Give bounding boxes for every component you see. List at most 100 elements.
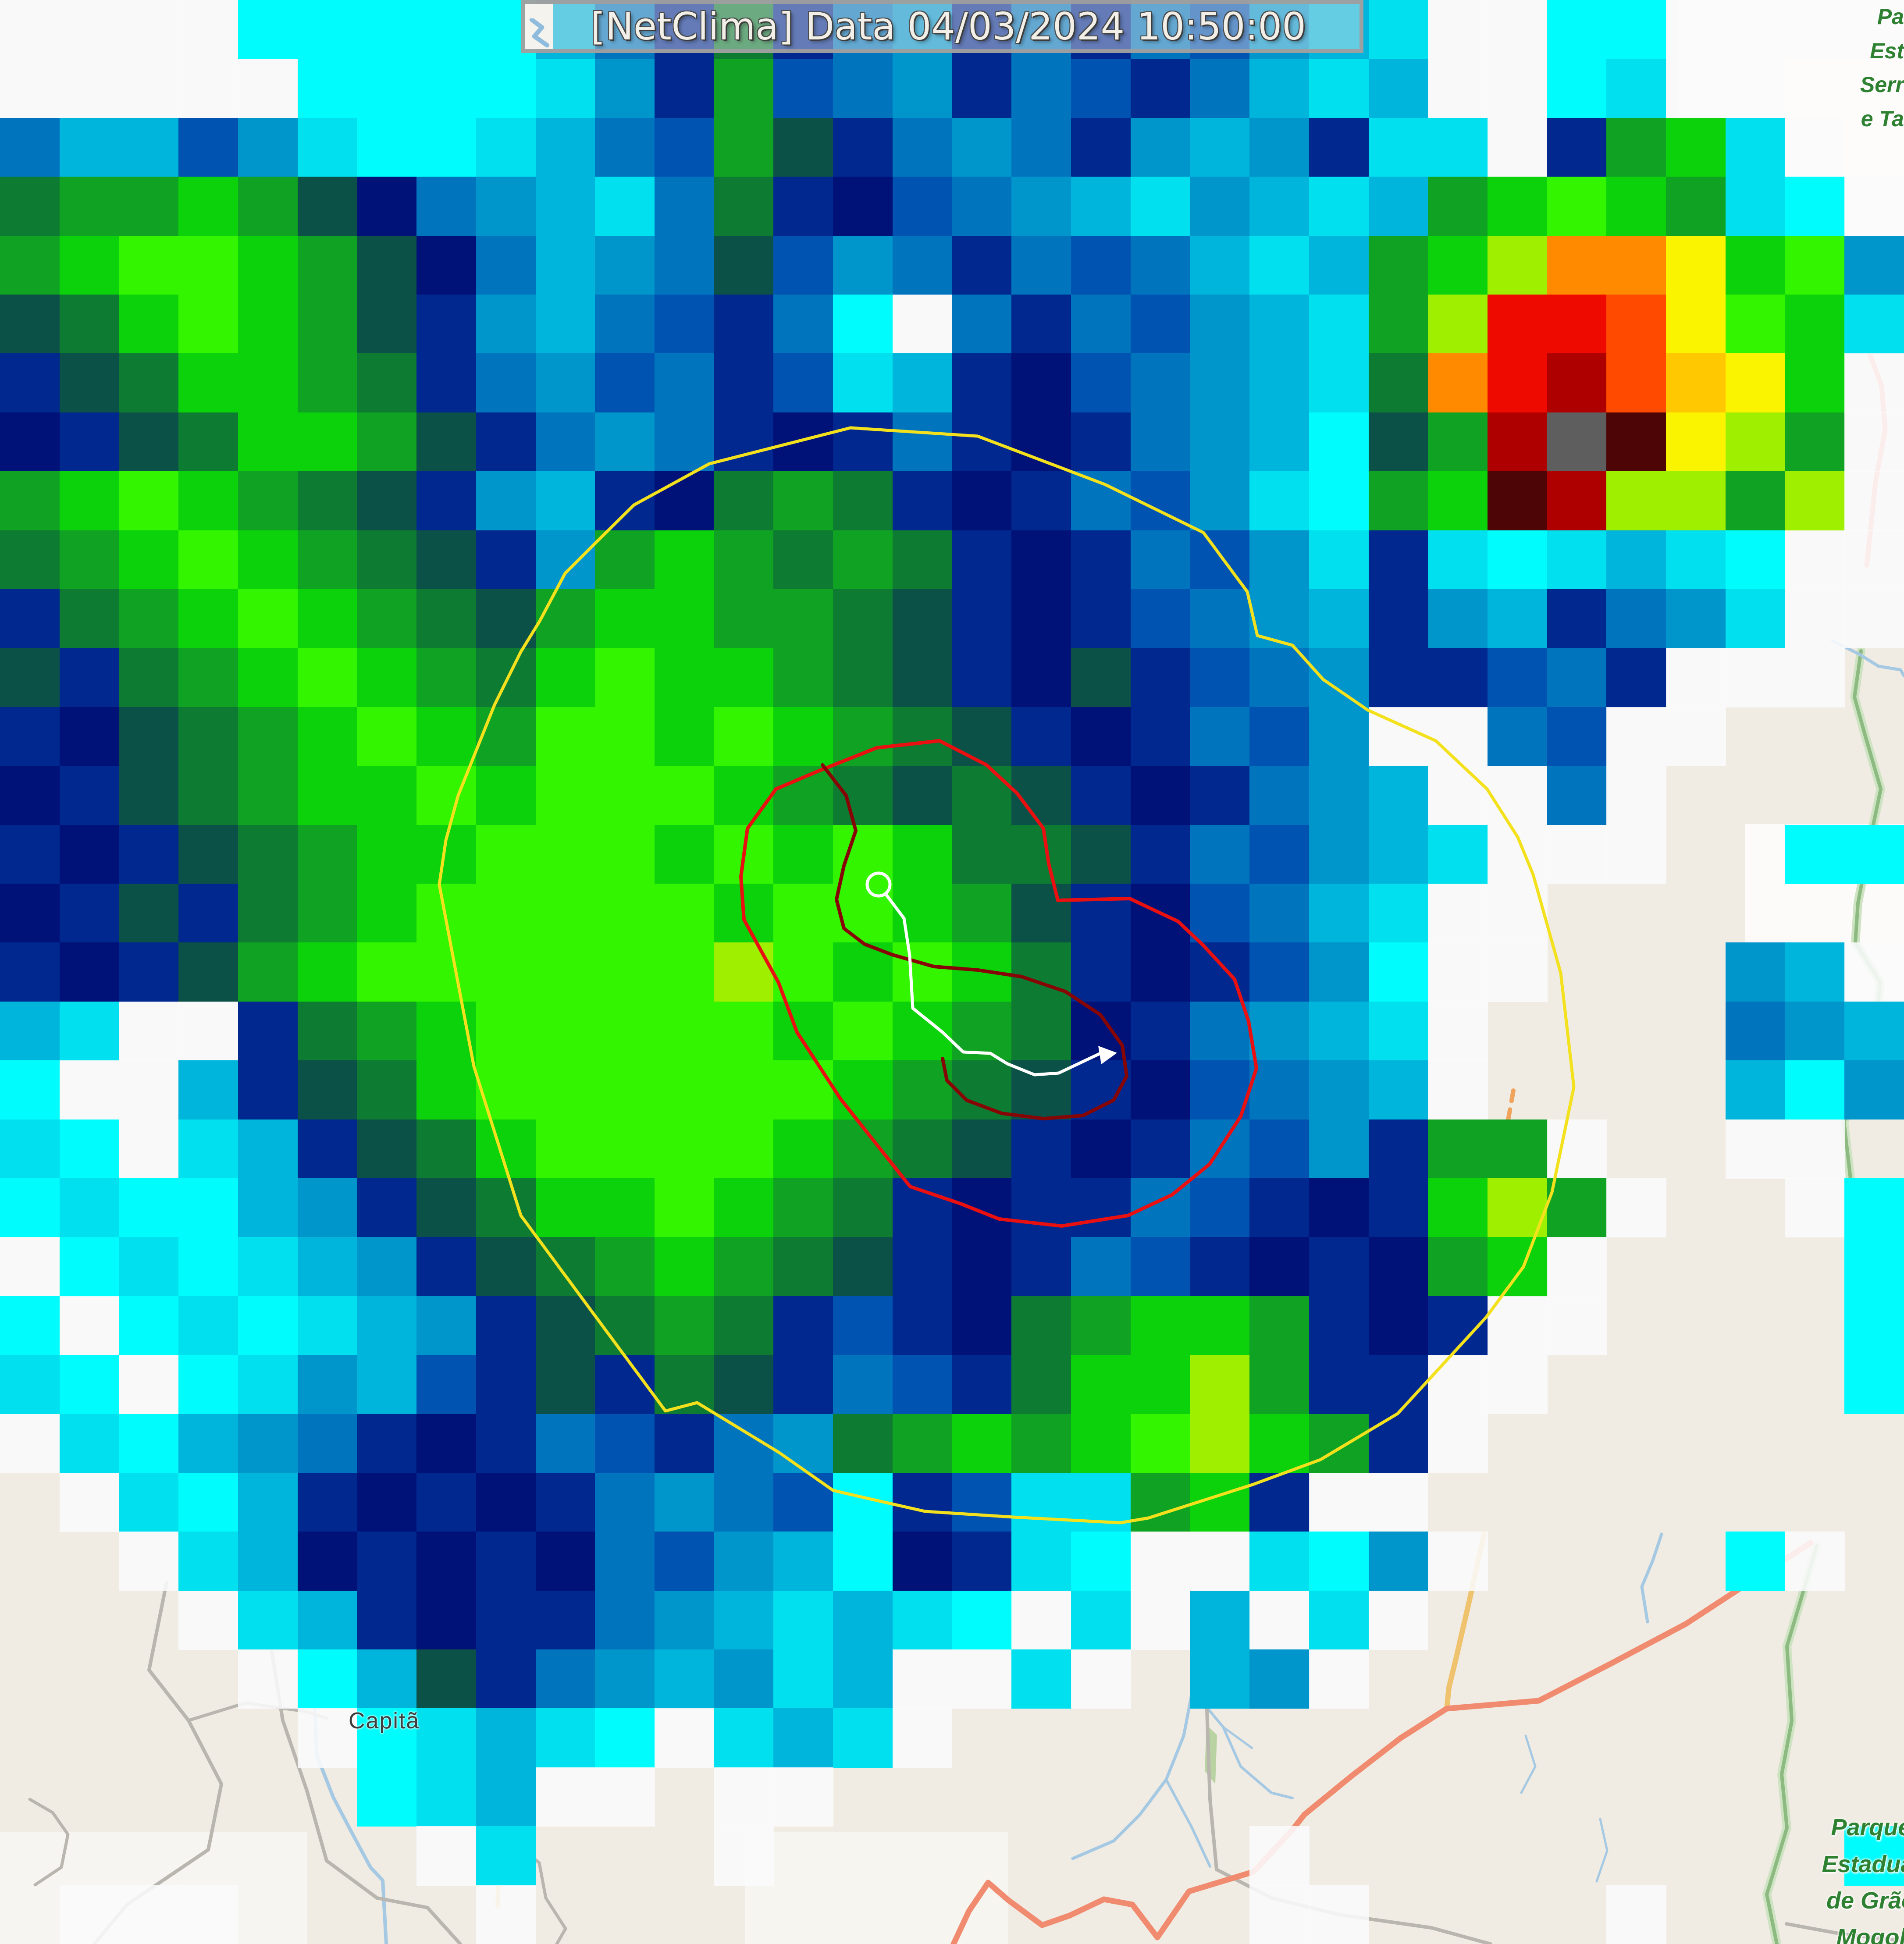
radar-cell	[0, 1060, 60, 1120]
radar-cell	[1547, 825, 1607, 884]
radar-cell	[892, 1001, 953, 1061]
radar-cell	[1011, 117, 1071, 178]
radar-cell	[1785, 1060, 1845, 1120]
radar-cell	[773, 1119, 833, 1179]
radar-cell	[1547, 1237, 1607, 1297]
radar-cell	[714, 1590, 774, 1650]
radar-cell	[119, 412, 179, 472]
radar-cell	[1547, 707, 1607, 767]
radar-cell	[833, 766, 893, 825]
radar-cell	[1428, 1119, 1488, 1179]
radar-cell	[1309, 59, 1369, 118]
radar-cell	[1190, 942, 1250, 1002]
radar-cell	[595, 942, 655, 1002]
radar-cell	[476, 1885, 536, 1944]
radar-cell	[1666, 353, 1726, 413]
radar-cell	[1249, 1237, 1310, 1297]
radar-cell	[119, 942, 179, 1002]
radar-cell	[357, 1119, 417, 1179]
radar-cell	[1368, 530, 1429, 590]
radar-cell	[892, 295, 953, 354]
radar-cell	[1785, 1001, 1845, 1061]
radar-cell	[357, 353, 417, 413]
radar-cell	[1547, 412, 1607, 472]
radar-cell	[357, 1414, 417, 1473]
radar-cell	[357, 1178, 417, 1238]
radar-cell	[416, 471, 477, 531]
radar-cell	[1428, 1355, 1488, 1414]
radar-cell	[178, 648, 238, 707]
radar-cell	[833, 1414, 893, 1473]
radar-cell	[1547, 353, 1607, 413]
radar-cell	[654, 235, 715, 295]
radar-cell	[952, 471, 1012, 531]
radar-cell	[1428, 942, 1488, 1002]
radar-cell	[297, 883, 358, 943]
radar-cell	[59, 1472, 120, 1532]
radar-cell	[1606, 530, 1667, 590]
radar-cell	[1725, 471, 1786, 531]
radar-cell	[714, 1472, 774, 1532]
radar-cell	[1190, 1649, 1250, 1709]
radar-cell	[178, 707, 238, 767]
water-icon	[525, 4, 553, 49]
radar-cell	[833, 1296, 893, 1356]
radar-cell	[297, 295, 358, 354]
radar-cell	[1844, 353, 1904, 413]
radar-cell	[1190, 766, 1250, 825]
radar-cell	[178, 1296, 238, 1356]
radar-cell	[1725, 1060, 1786, 1120]
radar-cell	[1488, 0, 1548, 60]
radar-cell	[357, 1708, 417, 1768]
radar-cell	[297, 589, 358, 649]
radar-cell	[1309, 177, 1369, 236]
radar-cell	[773, 883, 833, 943]
radar-cell	[1368, 471, 1429, 531]
radar-cell	[178, 1414, 238, 1473]
radar-cell	[1249, 295, 1310, 354]
radar-cell	[654, 471, 715, 531]
radar-cell	[1249, 235, 1310, 295]
radar-cell	[773, 177, 833, 236]
radar-cell	[1488, 883, 1548, 943]
radar-cell	[714, 412, 774, 472]
radar-cell	[535, 1119, 596, 1179]
radar-cell	[952, 707, 1012, 767]
radar-cell	[416, 235, 477, 295]
radar-cell	[178, 1237, 238, 1297]
radar-cell	[1190, 471, 1250, 531]
radar-cell	[773, 471, 833, 531]
radar-cell	[595, 1237, 655, 1297]
radar-cell	[654, 530, 715, 590]
radar-cell	[892, 1178, 953, 1238]
radar-cell	[1428, 235, 1488, 295]
radar-cell	[0, 0, 60, 60]
radar-cell	[892, 1296, 953, 1356]
radar-cell	[1368, 942, 1429, 1002]
radar-cell	[595, 1532, 655, 1591]
radar-cell	[1011, 1355, 1071, 1414]
radar-cell	[654, 295, 715, 354]
radar-cell	[1309, 1296, 1369, 1356]
radar-cell	[833, 471, 893, 531]
radar-cell	[595, 1590, 655, 1650]
radar-cell	[357, 589, 417, 649]
radar-cell	[654, 177, 715, 236]
radar-cell	[297, 412, 358, 472]
radar-cell	[1368, 295, 1429, 354]
radar-cell	[119, 1296, 179, 1356]
radar-cell	[476, 1767, 536, 1827]
radar-cell	[1428, 1178, 1488, 1238]
radar-cell	[119, 177, 179, 236]
radar-cell	[1190, 117, 1250, 178]
radar-cell	[1190, 295, 1250, 354]
radar-cell	[59, 825, 120, 884]
radar-cell	[1011, 353, 1071, 413]
radar-cell	[1011, 942, 1071, 1002]
radar-cell	[1011, 412, 1071, 472]
radar-cell	[833, 825, 893, 884]
radar-cell	[178, 0, 238, 60]
radar-cell	[476, 1532, 536, 1591]
radar-cell	[1309, 1590, 1369, 1650]
radar-cell	[773, 766, 833, 825]
